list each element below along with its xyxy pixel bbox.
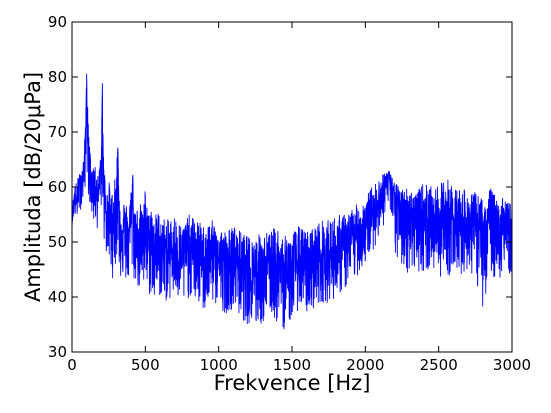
x-tick-label: 2000 (346, 356, 384, 374)
x-tick-label: 3000 (493, 356, 531, 374)
x-tick-label: 2500 (420, 356, 458, 374)
series-layer (71, 73, 513, 330)
y-axis-label: Amplituda [dB/20μPa] (21, 72, 45, 302)
y-tick-label: 70 (48, 123, 67, 141)
y-tick-label: 60 (48, 178, 67, 196)
x-tick-label: 1500 (273, 356, 311, 374)
y-axis: 30 40 50 60 70 80 90 (48, 13, 512, 361)
y-tick-label: 80 (48, 68, 67, 86)
x-axis: 0 500 1000 1500 2000 2500 3000 (67, 22, 531, 374)
x-tick-label: 500 (131, 356, 160, 374)
y-tick-label: 40 (48, 288, 67, 306)
y-tick-label: 30 (48, 343, 67, 361)
x-axis-label: Frekvence [Hz] (214, 371, 371, 395)
spectrum-series-line (71, 73, 513, 330)
x-tick-label: 1000 (200, 356, 238, 374)
y-tick-label: 90 (48, 13, 67, 31)
y-tick-label: 50 (48, 233, 67, 251)
x-tick-label: 0 (67, 356, 77, 374)
